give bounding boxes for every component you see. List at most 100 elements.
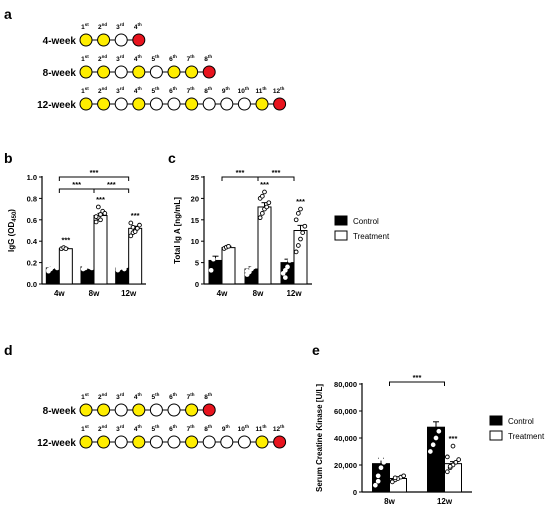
legend-e-control-label: Control — [508, 417, 534, 426]
data-point — [447, 464, 453, 469]
schedule-dose-circle — [97, 403, 111, 417]
data-point — [244, 268, 250, 274]
data-point — [63, 246, 69, 252]
schedule-dose-circle — [167, 97, 181, 111]
data-point — [456, 457, 462, 462]
data-point — [427, 411, 433, 417]
schedule-dose-circle — [202, 403, 216, 417]
y-tick-label: 40,000 — [334, 434, 357, 443]
schedule-dose-circle — [132, 97, 146, 111]
schedule-ordinal-label: 3rd — [116, 54, 124, 63]
data-point — [450, 443, 456, 449]
treatment-bar — [444, 463, 462, 493]
y-tick-label: 80,000 — [334, 380, 357, 389]
data-point — [293, 217, 299, 223]
schedule-ordinal-label: 1st — [81, 392, 89, 401]
schedule-dose-circle — [97, 435, 111, 449]
data-point — [389, 479, 395, 485]
data-point — [253, 262, 259, 268]
x-tick-label: 4w — [54, 289, 65, 298]
schedule-dose-circle — [79, 403, 93, 417]
schedule-ordinal-label: 4th — [134, 22, 142, 31]
bracket-stars: *** — [413, 373, 422, 382]
panel-c-label: c — [168, 150, 176, 166]
data-point — [378, 465, 384, 471]
data-point — [430, 442, 436, 448]
y-tick-label: 20,000 — [334, 461, 357, 470]
schedule-dose-circle — [114, 403, 128, 417]
schedule-ordinal-label: 8th — [204, 392, 212, 401]
data-point — [289, 253, 295, 259]
schedule-ordinal-label: 2nd — [98, 424, 107, 433]
data-point — [262, 189, 267, 195]
data-point — [372, 432, 378, 438]
data-point — [210, 256, 216, 262]
schedule-ordinal-label: 1st — [81, 424, 89, 433]
data-point — [285, 264, 290, 270]
significance-bracket — [58, 176, 130, 181]
data-point — [282, 267, 288, 273]
data-point — [433, 435, 439, 441]
legend-control-label: Control — [353, 217, 379, 226]
y-axis-label: IgG (OD450) — [7, 209, 18, 252]
significance-bracket — [58, 188, 95, 193]
schedule-dose-circle — [202, 97, 216, 111]
data-point — [98, 212, 103, 217]
y-tick-label: 0 — [353, 488, 357, 497]
schedule-dose-circle — [79, 435, 93, 449]
data-point — [259, 193, 265, 199]
schedule-ordinal-label: 5th — [151, 392, 159, 401]
schedule-dose-circle — [220, 435, 234, 449]
schedule-dose-circle — [273, 435, 287, 449]
data-point — [439, 419, 445, 425]
y-tick-label: 10 — [191, 237, 199, 246]
data-point — [93, 214, 99, 219]
y-tick-label: 15 — [191, 216, 199, 225]
legend-e-treatment-label: Treatment — [508, 432, 545, 441]
schedule-dose-circle — [237, 435, 251, 449]
schedule-ordinal-label: 8th — [204, 424, 212, 433]
legend-treatment-swatch — [334, 230, 348, 241]
schedule-dose-circle — [79, 97, 93, 111]
treatment-bar — [221, 247, 236, 285]
data-point — [257, 215, 263, 221]
data-point — [436, 428, 442, 434]
schedule-ordinal-label: 8th — [204, 86, 212, 95]
schedule-dose-circle — [273, 97, 287, 111]
data-point — [392, 475, 398, 481]
data-point — [295, 243, 301, 248]
significance-stars: *** — [449, 434, 458, 443]
data-point — [89, 265, 95, 271]
schedule-ordinal-label: 7th — [187, 54, 195, 63]
schedule-dose-circle — [167, 403, 181, 417]
schedule-ordinal-label: 1st — [81, 54, 89, 63]
data-point — [430, 405, 436, 411]
schedule-ordinal-label: 1st — [81, 86, 89, 95]
data-point — [300, 230, 306, 235]
schedule-ordinal-label: 3rd — [116, 424, 124, 433]
schedule-ordinal-label: 4th — [134, 86, 142, 95]
schedule-row-label: 4-week — [43, 36, 77, 47]
schedule-ordinal-label: 2nd — [98, 54, 107, 63]
schedule-ordinal-label: 11th — [255, 86, 266, 95]
schedule-dose-circle — [167, 435, 181, 449]
x-tick-label: 12w — [437, 497, 453, 506]
schedule-dose-circle — [132, 33, 146, 47]
y-tick-label: 1.0 — [27, 173, 37, 182]
data-point — [444, 469, 450, 475]
y-tick-label: 0.2 — [27, 259, 37, 268]
schedule-dose-circle — [149, 97, 163, 111]
schedule-ordinal-label: 4th — [134, 424, 142, 433]
significance-stars: *** — [61, 236, 70, 245]
data-point — [132, 229, 138, 234]
significance-bracket — [257, 176, 295, 181]
data-point — [115, 265, 121, 271]
x-tick-label: 8w — [253, 289, 264, 298]
legend-treatment-label: Treatment — [353, 232, 390, 241]
data-point — [433, 388, 439, 394]
data-point — [264, 204, 270, 210]
data-point — [208, 267, 214, 273]
treatment-bar — [58, 248, 73, 285]
y-tick-label: 0.8 — [27, 194, 37, 203]
data-point — [130, 224, 136, 230]
